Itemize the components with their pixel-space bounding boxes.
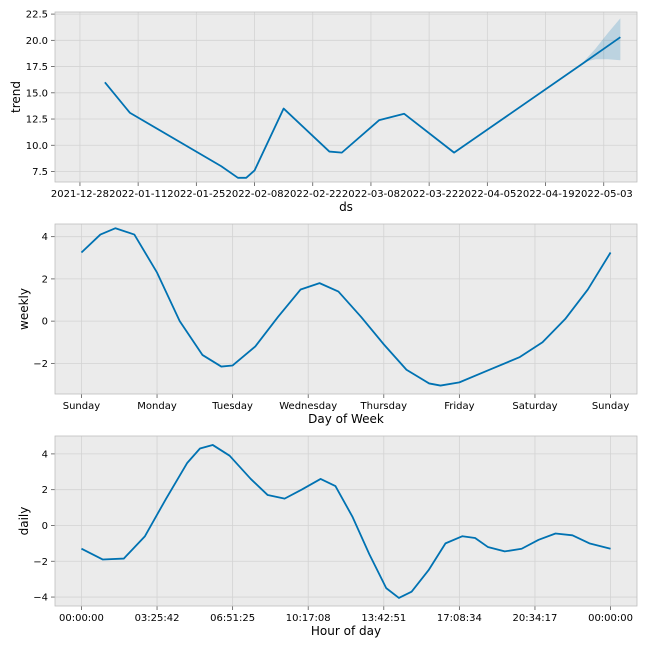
series-line-weekly xyxy=(80,227,612,387)
y-tick-label: 20.0 xyxy=(26,36,48,47)
y-tick-label: 7.5 xyxy=(32,167,48,178)
x-tick-label: Wednesday xyxy=(279,401,337,412)
y-tick-label: 4 xyxy=(42,232,48,243)
y-tick-label: 4 xyxy=(42,449,48,460)
plot-background xyxy=(55,436,637,606)
trend-panel: 2021-12-28 2022-01-11 2022-01-25 2022-02-08… xyxy=(9,10,638,214)
y-axis-label: trend xyxy=(9,81,23,113)
y-tick-label: 15.0 xyxy=(26,88,48,99)
x-tick-label: 2022-05-03 xyxy=(575,189,633,200)
x-tick-label: 17:08:34 xyxy=(437,613,482,624)
plot-background xyxy=(55,12,637,182)
x-tick-label: 2022-03-08 xyxy=(342,189,400,200)
uncertainty-band xyxy=(582,18,621,63)
y-tick-label: 17.5 xyxy=(26,62,48,73)
x-tick-label: 2022-03-22 xyxy=(400,189,458,200)
x-tick-label: Tuesday xyxy=(211,401,253,412)
x-tick-label: 10:17:08 xyxy=(286,613,331,624)
x-axis-label: ds xyxy=(339,200,353,214)
x-tick-label: 2022-01-25 xyxy=(167,189,225,200)
plot-frame xyxy=(54,11,638,183)
y-tick-label: 10.0 xyxy=(26,141,48,152)
x-tick-label: Monday xyxy=(137,401,177,412)
x-axis-label: Hour of day xyxy=(311,624,381,638)
plot-background xyxy=(55,224,637,394)
x-tick-label: 06:51:25 xyxy=(210,613,255,624)
x-tick-label: Saturday xyxy=(512,401,557,412)
plot-frame xyxy=(54,223,638,395)
x-tick-label: Sunday xyxy=(63,401,100,412)
x-tick-label: 00:00:00 xyxy=(59,613,104,624)
x-tick-label: 00:00:00 xyxy=(588,613,633,624)
y-tick-label: −4 xyxy=(33,593,48,604)
y-axis-label: daily xyxy=(17,507,31,536)
series-line-trend xyxy=(104,36,621,179)
x-tick-label: Sunday xyxy=(592,401,629,412)
y-tick-label: 2 xyxy=(42,274,48,285)
y-tick-label: 0 xyxy=(42,317,48,328)
x-tick-label: 2022-02-22 xyxy=(284,189,342,200)
x-tick-label: 2022-01-11 xyxy=(109,189,167,200)
y-tick-label: 22.5 xyxy=(26,10,48,21)
daily-panel: 00:00:00 03:25:42 06:51:25 10:17:08 13:42:51… xyxy=(17,435,638,638)
x-tick-label: Thursday xyxy=(360,401,408,412)
x-tick-label: 2021-12-28 xyxy=(51,189,109,200)
weekly-panel: Sunday Monday Tuesday Wednesday Thursday Frid… xyxy=(17,223,638,426)
x-tick-label: 2022-02-08 xyxy=(225,189,283,200)
plot-frame xyxy=(54,435,638,607)
x-tick-label: 2022-04-05 xyxy=(458,189,516,200)
x-axis-label: Day of Week xyxy=(308,412,384,426)
x-tick-label: 13:42:51 xyxy=(361,613,406,624)
series-line-daily xyxy=(81,444,611,599)
y-tick-label: 12.5 xyxy=(26,115,48,126)
x-tick-label: 20:34:17 xyxy=(512,613,557,624)
y-tick-label: 0 xyxy=(42,521,48,532)
x-tick-label: 2022-04-19 xyxy=(516,189,574,200)
y-tick-label: 2 xyxy=(42,485,48,496)
x-tick-label: 03:25:42 xyxy=(135,613,180,624)
y-tick-label: −2 xyxy=(33,557,48,568)
y-tick-label: −2 xyxy=(33,359,48,370)
y-axis-label: weekly xyxy=(17,288,31,330)
x-tick-label: Friday xyxy=(444,401,474,412)
